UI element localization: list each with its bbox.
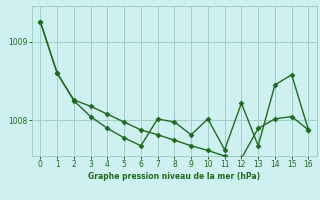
X-axis label: Graphe pression niveau de la mer (hPa): Graphe pression niveau de la mer (hPa)	[88, 172, 260, 181]
